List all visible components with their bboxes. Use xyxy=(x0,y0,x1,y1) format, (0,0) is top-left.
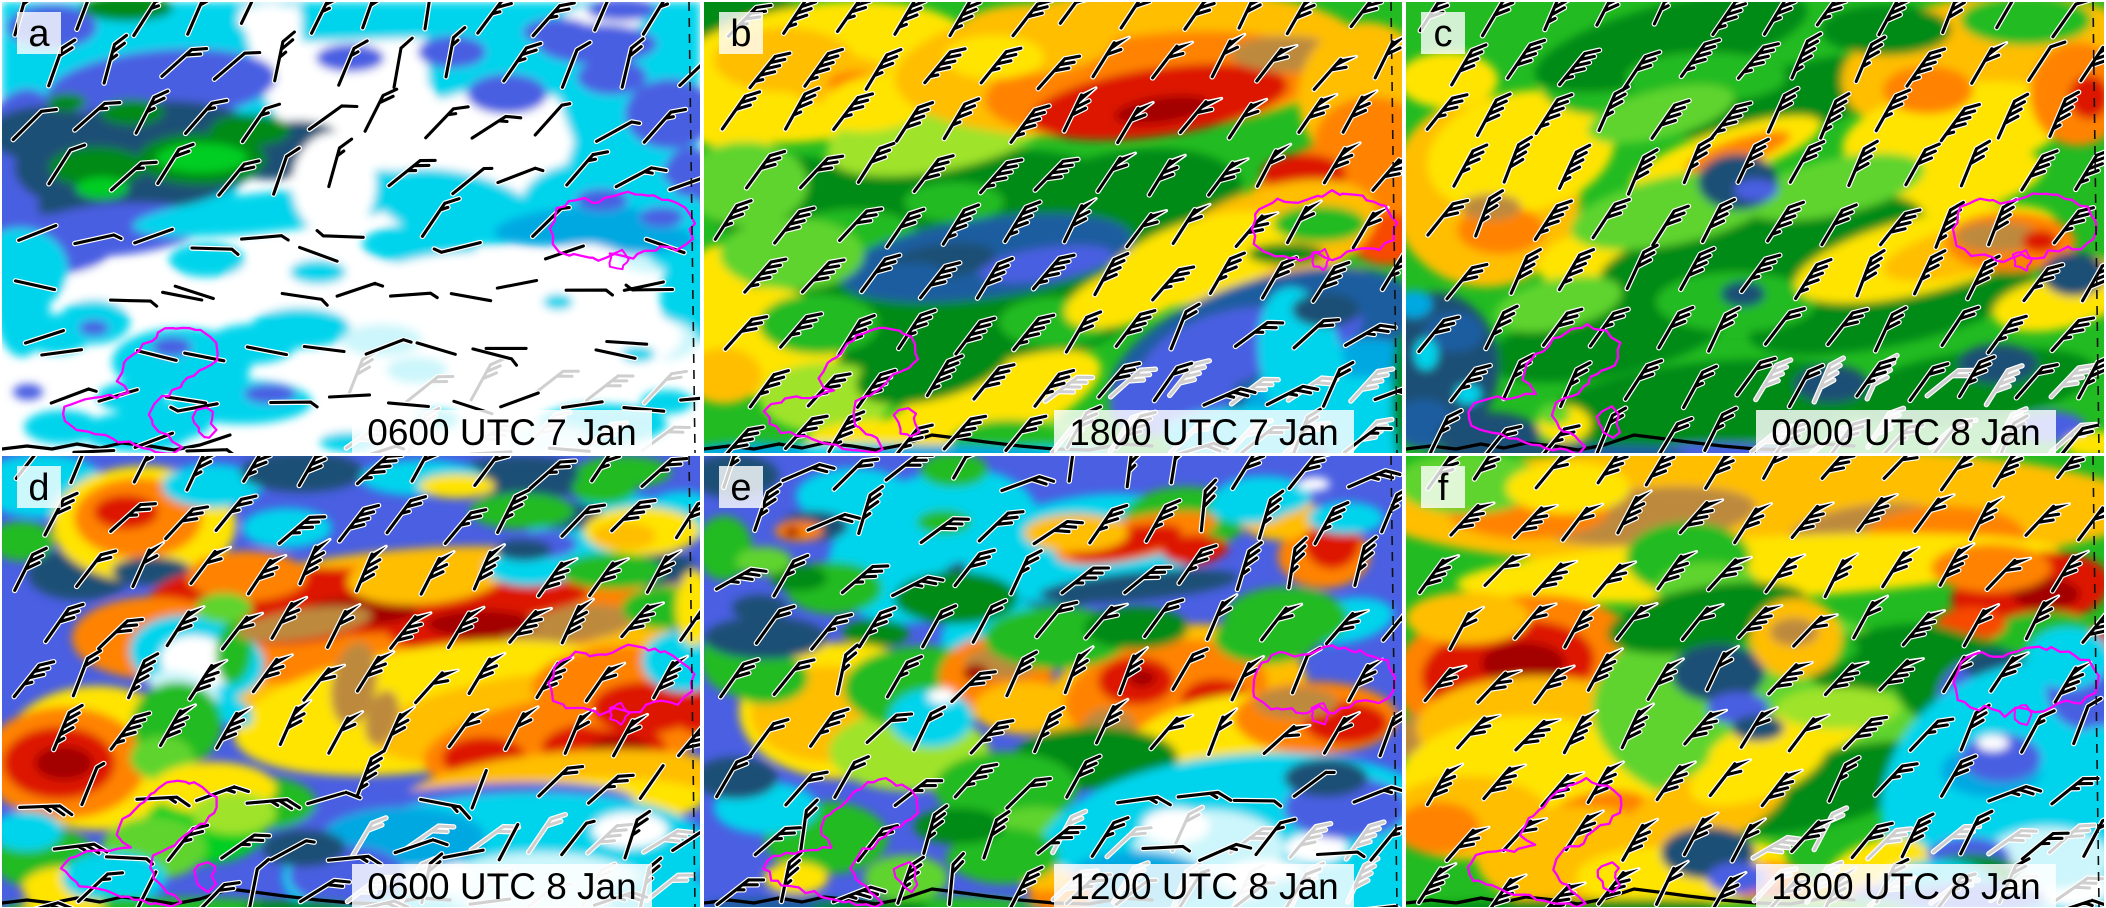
svg-text:c: c xyxy=(1434,13,1453,55)
svg-text:f: f xyxy=(1438,467,1449,509)
svg-text:1800 UTC 8 Jan: 1800 UTC 8 Jan xyxy=(1771,866,2040,907)
svg-text:1800 UTC 7 Jan: 1800 UTC 7 Jan xyxy=(1069,412,1338,453)
svg-text:e: e xyxy=(730,467,751,509)
svg-text:1200 UTC 8 Jan: 1200 UTC 8 Jan xyxy=(1069,866,1338,907)
svg-text:d: d xyxy=(28,467,49,509)
svg-text:0000 UTC 8 Jan: 0000 UTC 8 Jan xyxy=(1771,412,2040,453)
svg-text:0600 UTC 8 Jan: 0600 UTC 8 Jan xyxy=(367,866,636,907)
svg-text:b: b xyxy=(730,13,751,55)
svg-text:0600 UTC 7 Jan: 0600 UTC 7 Jan xyxy=(367,412,636,453)
svg-text:a: a xyxy=(28,13,50,55)
